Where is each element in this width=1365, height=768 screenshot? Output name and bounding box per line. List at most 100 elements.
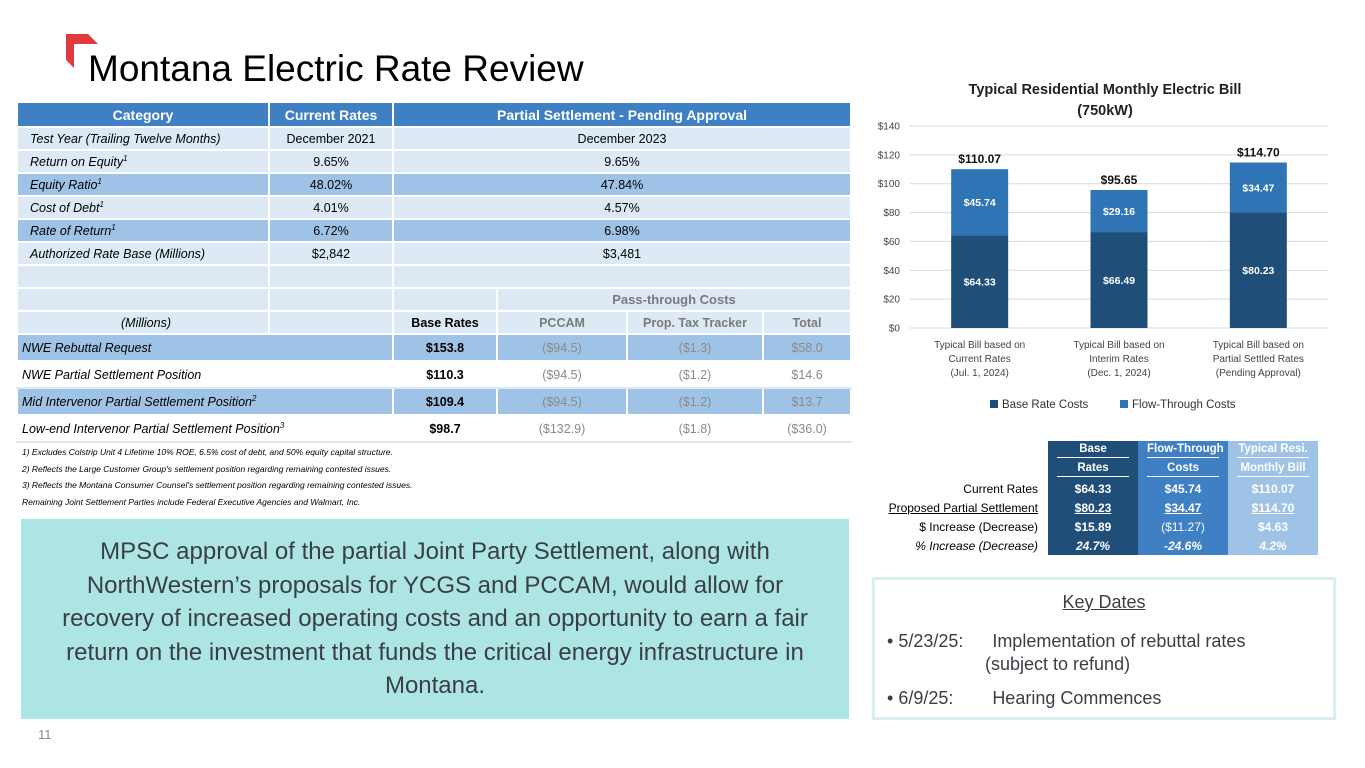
- chart-subtitle: (750kW): [1077, 103, 1133, 119]
- bar-flow-through: [1090, 189, 1148, 233]
- key-date-text: Implementation of rebuttal rates: [992, 631, 1246, 651]
- table-row: Mid Intervenor Partial Settlement Positi…: [16, 387, 853, 416]
- row-total: $14.6: [761, 360, 853, 389]
- summary-header-flow-2: Costs: [1147, 462, 1219, 477]
- x-tick-label: Typical Bill based on: [1213, 340, 1304, 351]
- row-total: ($36.0): [761, 414, 853, 443]
- data-label: $45.74: [964, 197, 996, 209]
- total-label: $95.65: [1101, 173, 1138, 187]
- row-total: $13.7: [761, 387, 853, 416]
- total-label: $114.70: [1237, 146, 1280, 160]
- row-tax: ($1.2): [626, 387, 764, 416]
- brand-logo-icon: [66, 34, 98, 68]
- subheader-total: Total: [761, 310, 853, 335]
- bullet-icon: •: [887, 688, 899, 708]
- row-settlement: $3,481: [391, 241, 853, 266]
- subheader-pccam: PCCAM: [496, 310, 628, 335]
- bar-base-rate: [951, 235, 1009, 328]
- row-label: NWE Partial Settlement Position: [22, 367, 202, 382]
- legend-swatch-flow: [1120, 400, 1128, 408]
- footnote: 2) Reflects the Large Customer Group's s…: [22, 463, 392, 474]
- table-row: Cost of Debt1 4.01% 4.57%: [16, 195, 853, 220]
- table-row: Rate of Return1 6.72% 6.98%: [16, 218, 853, 243]
- key-date: 6/9/25:: [898, 688, 954, 708]
- bar-base-rate: [1229, 212, 1287, 328]
- table-row-subheader: (Millions) Base Rates PCCAM Prop. Tax Tr…: [16, 310, 853, 335]
- table-row: Equity Ratio1 48.02% 47.84%: [16, 172, 853, 197]
- x-tick-label: (Pending Approval): [1216, 368, 1301, 379]
- summary-cell: $80.23: [1048, 498, 1138, 517]
- row-tax: ($1.8): [626, 414, 764, 443]
- row-label: Rate of Return: [30, 223, 112, 238]
- y-tick-label: $100: [878, 179, 901, 190]
- summary-row-label: $ Increase (Decrease): [919, 519, 1038, 534]
- table-row: Authorized Rate Base (Millions) $2,842 $…: [16, 241, 853, 266]
- chart-title-block: Typical Residential Monthly Electric Bil…: [940, 80, 1270, 122]
- footnote: 1) Excludes Colstrip Unit 4 Lifetime 10%…: [22, 447, 393, 457]
- summary-row: $ Increase (Decrease) $15.89 ($11.27) $4…: [866, 517, 1318, 536]
- y-tick-label: $40: [883, 266, 900, 277]
- callout-box: MPSC approval of the partial Joint Party…: [21, 519, 849, 719]
- footnote-marker: 1: [99, 199, 104, 209]
- key-date-item: • 6/9/25: Hearing Commences: [887, 687, 1161, 710]
- summary-row-label: Proposed Partial Settlement: [888, 500, 1038, 515]
- rate-review-table: Category Current Rates Partial Settlemen…: [16, 101, 853, 443]
- table-row: NWE Partial Settlement Position $110.3 (…: [16, 360, 853, 389]
- summary-cell: 24.7%: [1048, 536, 1138, 555]
- bar-flow-through: [1229, 162, 1287, 213]
- summary-header-base-2: Rates: [1057, 462, 1129, 477]
- row-total: $58.0: [761, 333, 853, 362]
- summary-header-typical: Typical Resi.: [1237, 443, 1309, 458]
- y-tick-label: $140: [878, 122, 901, 133]
- row-settlement: 6.98%: [391, 218, 853, 243]
- callout-text: MPSC approval of the partial Joint Party…: [62, 538, 808, 700]
- row-current: 9.65%: [268, 149, 394, 174]
- row-base: $110.3: [392, 360, 498, 389]
- row-base: $109.4: [392, 387, 498, 416]
- data-label: $34.47: [1242, 182, 1274, 194]
- row-label: Return on Equity: [30, 154, 124, 169]
- row-pccam: ($94.5): [496, 387, 628, 416]
- x-tick-label: Current Rates: [949, 354, 1011, 365]
- key-date: 5/23/25:: [898, 631, 964, 651]
- row-settlement: 4.57%: [391, 195, 853, 220]
- row-label: Low-end Intervenor Partial Settlement Po…: [22, 421, 280, 436]
- footnote-marker: 1: [97, 176, 102, 186]
- subheader-prop-tax: Prop. Tax Tracker: [626, 310, 764, 335]
- page-title: Montana Electric Rate Review: [88, 48, 584, 89]
- summary-header-row-2: Rates Costs Monthly Bill: [866, 460, 1318, 479]
- summary-cell: ($11.27): [1138, 517, 1228, 536]
- row-tax: ($1.2): [626, 360, 764, 389]
- data-label: $66.49: [1103, 275, 1135, 287]
- row-current: 6.72%: [268, 218, 394, 243]
- data-label: $29.16: [1103, 206, 1135, 218]
- summary-cell: $45.74: [1138, 479, 1228, 498]
- summary-header-typical-2: Monthly Bill: [1237, 462, 1309, 477]
- x-tick-label: (Jul. 1, 2024): [950, 368, 1008, 379]
- summary-header-flow: Flow-Through: [1147, 443, 1224, 458]
- table-row: Return on Equity1 9.65% 9.65%: [16, 149, 853, 174]
- y-tick-label: $20: [883, 295, 900, 306]
- row-pccam: ($94.5): [496, 333, 628, 362]
- footnotes: 1) Excludes Colstrip Unit 4 Lifetime 10%…: [22, 444, 412, 510]
- row-settlement: December 2023: [391, 126, 853, 151]
- row-pccam: ($94.5): [496, 360, 628, 389]
- summary-table: Base Flow-Through Typical Resi. Rates Co…: [866, 441, 1318, 555]
- row-base: $98.7: [392, 414, 498, 443]
- summary-row-label: % Increase (Decrease): [915, 538, 1038, 553]
- row-base: $153.8: [392, 333, 498, 362]
- summary-cell: 4.2%: [1228, 536, 1318, 555]
- summary-cell: $15.89: [1048, 517, 1138, 536]
- row-label: NWE Rebuttal Request: [22, 340, 152, 355]
- bar-base-rate: [1090, 232, 1148, 328]
- row-current: 4.01%: [268, 195, 394, 220]
- row-current: $2,842: [268, 241, 394, 266]
- row-label: Cost of Debt: [30, 200, 100, 215]
- summary-cell: $34.47: [1138, 498, 1228, 517]
- bar-flow-through: [951, 169, 1009, 236]
- footnote-marker: 1: [123, 153, 128, 163]
- row-pccam: ($132.9): [496, 414, 628, 443]
- summary-header-row: Base Flow-Through Typical Resi.: [866, 441, 1318, 460]
- table-row-pass-through-header: Pass-through Costs: [16, 287, 853, 312]
- summary-header-base: Base: [1057, 443, 1129, 458]
